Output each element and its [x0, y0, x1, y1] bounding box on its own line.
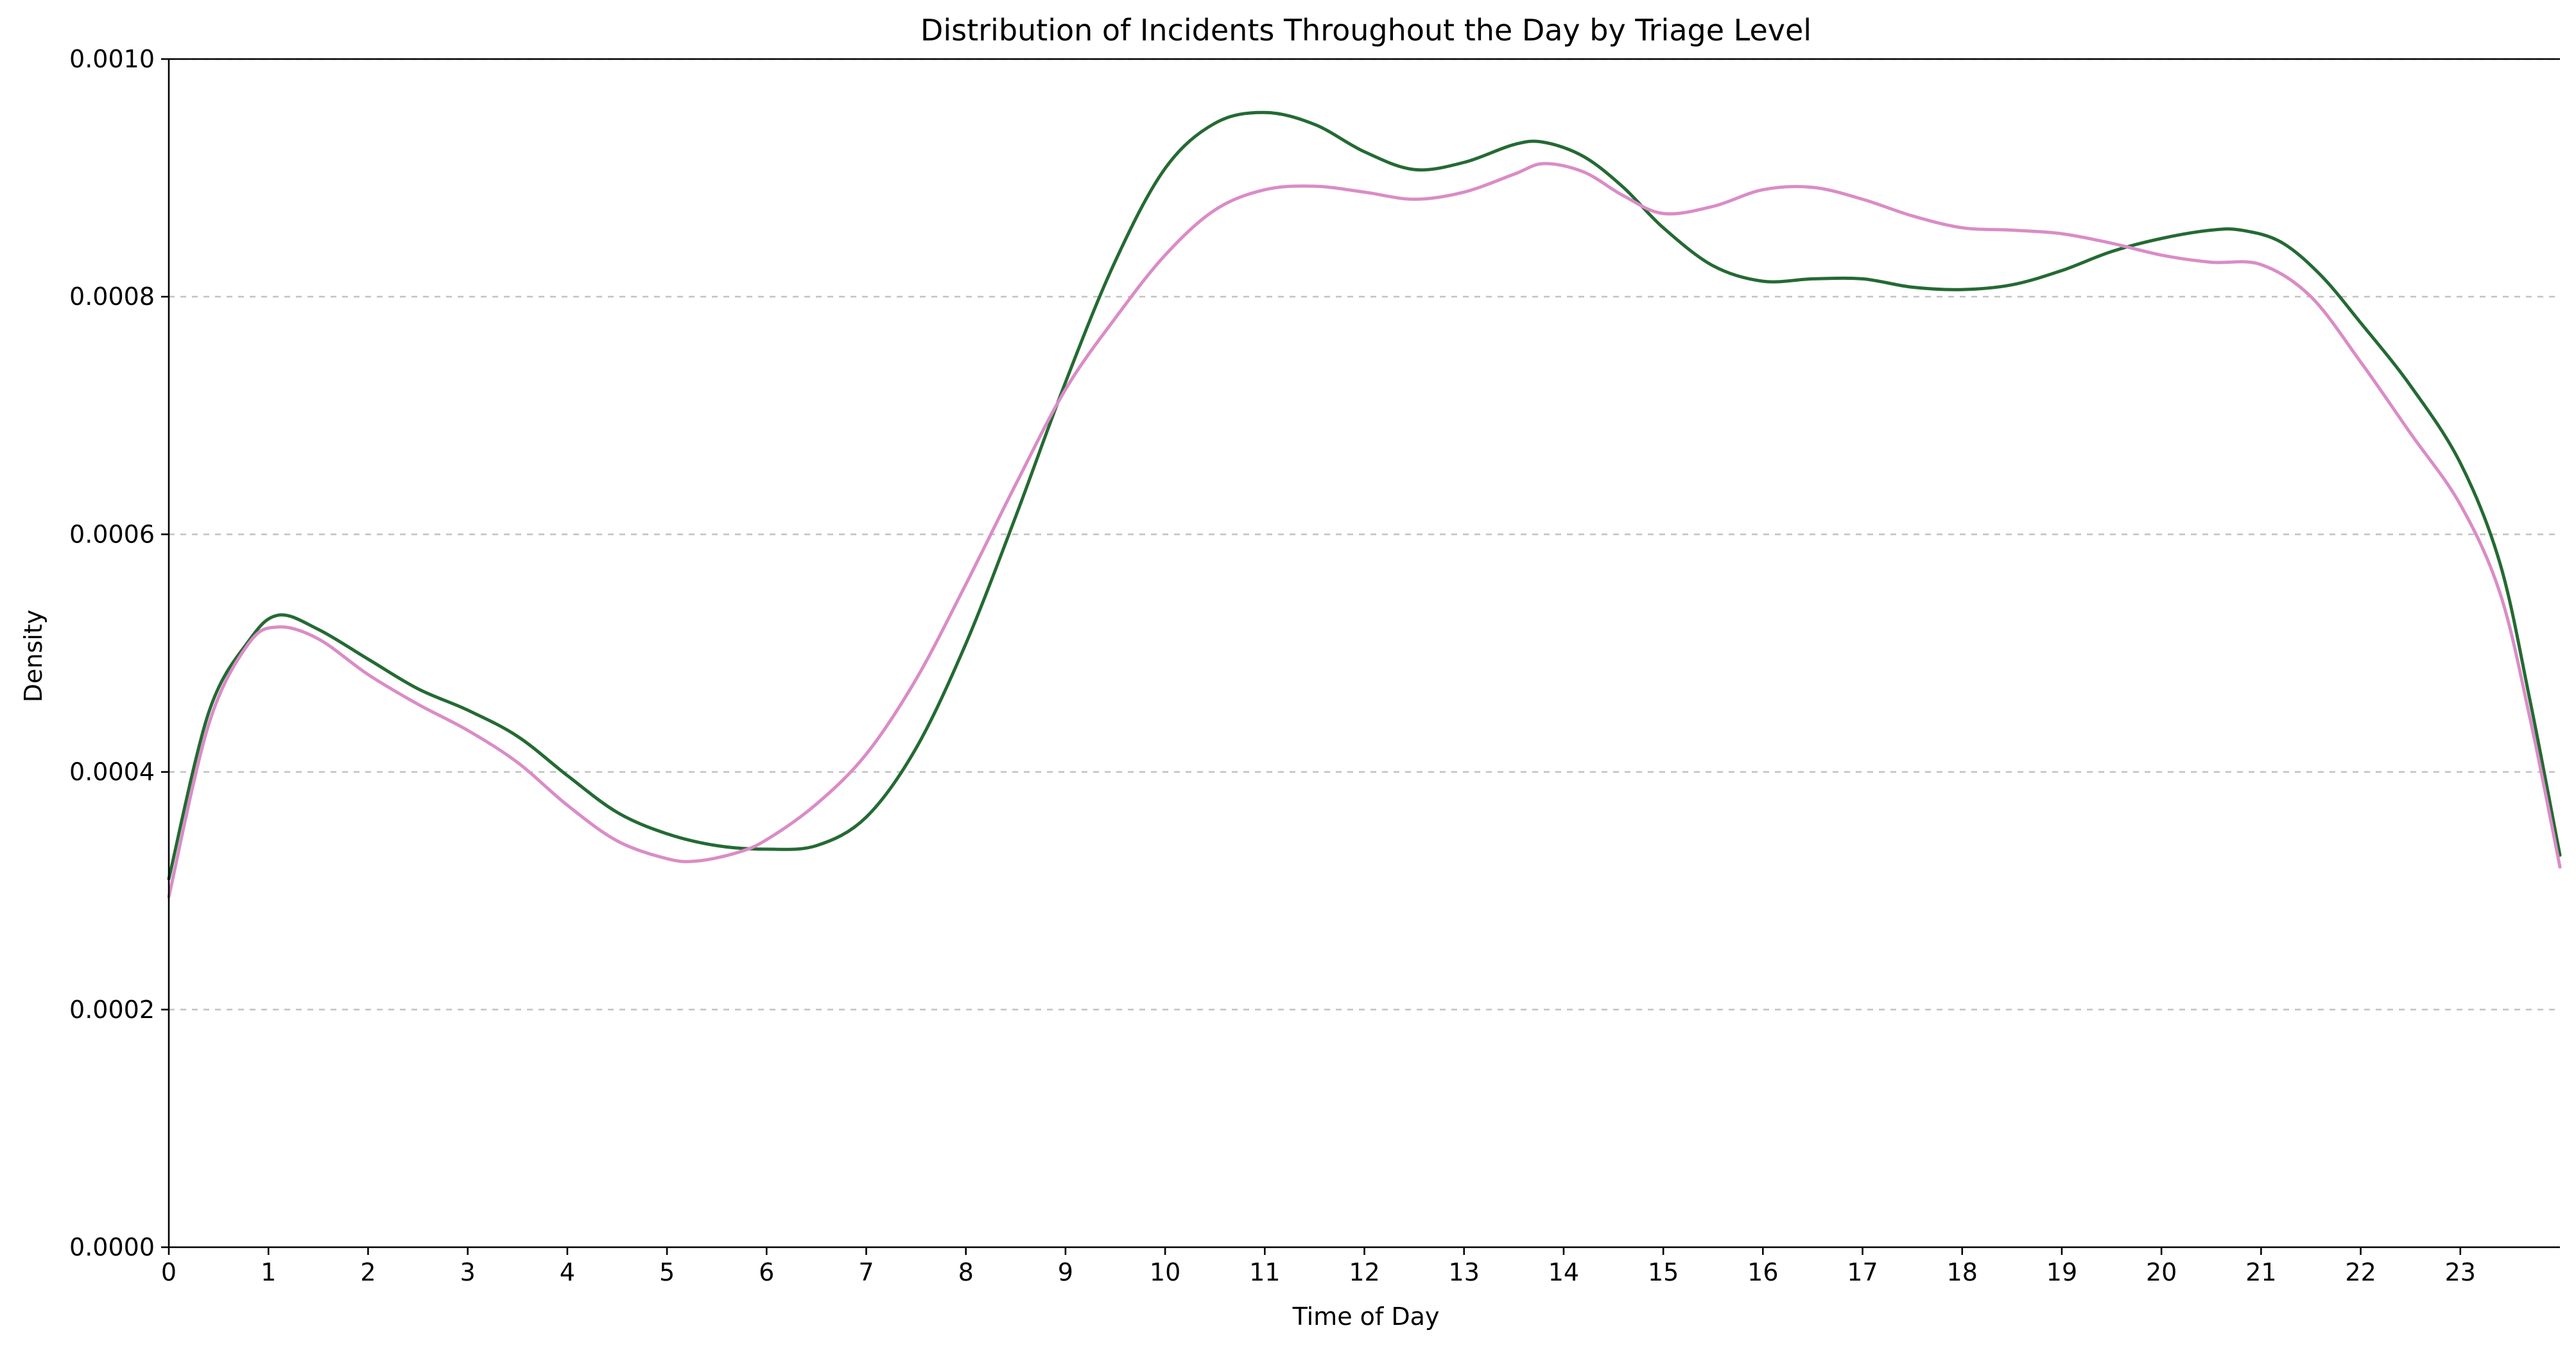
x-tick-label-14: 14	[1548, 1258, 1579, 1286]
x-tick-label-15: 15	[1648, 1258, 1679, 1286]
x-tick-label-1: 1	[261, 1258, 276, 1286]
x-tick-label-16: 16	[1747, 1258, 1778, 1286]
y-axis-label: Density	[19, 610, 48, 702]
series-layer	[167, 110, 2562, 899]
axes: 0 1 2 3 4 5 6 7 8 9 10 11 12 13 14 15 16 17 18 19 20 21 22 230.…	[69, 45, 2560, 1286]
x-tick-label-18: 18	[1947, 1258, 1978, 1286]
x-tick-label-10: 10	[1150, 1258, 1180, 1286]
x-axis-label: Time of Day	[1292, 1302, 1440, 1331]
series-line-2	[167, 162, 2562, 899]
x-tick-label-4: 4	[560, 1258, 575, 1286]
x-tick-label-9: 9	[1058, 1258, 1073, 1286]
y-tick-label-3: 0.0006	[69, 520, 155, 548]
x-tick-label-6: 6	[759, 1258, 774, 1286]
x-tick-label-19: 19	[2046, 1258, 2077, 1286]
y-tick-label-1: 0.0002	[69, 996, 155, 1024]
x-tick-label-22: 22	[2345, 1258, 2376, 1286]
x-tick-label-2: 2	[360, 1258, 376, 1286]
grid-lines	[169, 58, 2560, 1011]
x-tick-label-3: 3	[460, 1258, 476, 1286]
x-tick-label-7: 7	[858, 1258, 874, 1286]
y-tick-label-5: 0.0010	[69, 45, 155, 73]
x-tick-label-0: 0	[161, 1258, 177, 1286]
y-tick-label-0: 0.0000	[69, 1233, 155, 1261]
y-tick-label-4: 0.0008	[69, 282, 155, 311]
x-tick-label-23: 23	[2445, 1258, 2476, 1286]
x-tick-label-13: 13	[1449, 1258, 1480, 1286]
x-tick-label-8: 8	[958, 1258, 974, 1286]
x-tick-label-5: 5	[659, 1258, 675, 1286]
x-tick-label-11: 11	[1249, 1258, 1280, 1286]
x-tick-label-20: 20	[2146, 1258, 2177, 1286]
chart-title: Distribution of Incidents Throughout the…	[921, 13, 1811, 48]
x-tick-label-17: 17	[1847, 1258, 1878, 1286]
y-tick-label-2: 0.0004	[69, 758, 155, 786]
x-tick-label-12: 12	[1349, 1258, 1379, 1286]
x-tick-label-21: 21	[2245, 1258, 2276, 1286]
series-line-1	[167, 110, 2562, 881]
